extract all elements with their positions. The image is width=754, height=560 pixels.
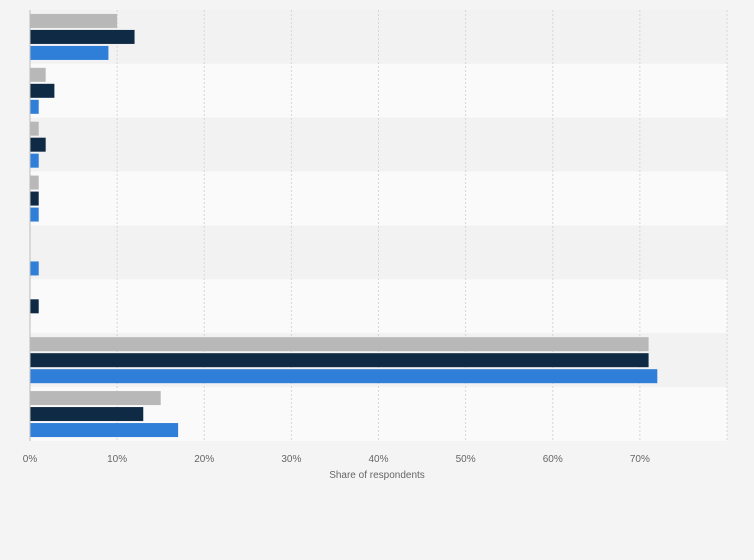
bar (30, 191, 39, 206)
bar (30, 261, 39, 276)
bar (30, 99, 39, 114)
bar (30, 423, 179, 438)
bar (30, 299, 39, 314)
x-tick-label: 70% (630, 454, 650, 465)
x-tick-label: 0% (23, 454, 38, 465)
x-tick-label: 20% (194, 454, 214, 465)
bar (30, 153, 39, 168)
bar (30, 13, 118, 28)
x-tick-label: 30% (281, 454, 301, 465)
bar (30, 337, 649, 352)
bar (30, 175, 39, 190)
bar (30, 137, 46, 152)
bars (30, 13, 658, 438)
bar (30, 407, 144, 422)
x-axis-title: Share of respondents (329, 470, 425, 481)
bar (30, 353, 649, 368)
x-tick-label: 50% (456, 454, 476, 465)
x-tick-labels: 0% 10% 20% 30% 40% 50% 60% 70% (23, 454, 650, 465)
x-tick-label: 10% (107, 454, 127, 465)
bar (30, 207, 39, 222)
bar (30, 29, 135, 44)
bar (30, 67, 46, 82)
bar (30, 121, 39, 136)
bar (30, 83, 55, 98)
x-tick-label: 60% (543, 454, 563, 465)
bar (30, 45, 109, 60)
bar (30, 391, 161, 406)
x-tick-label: 40% (368, 454, 388, 465)
bar (30, 369, 658, 384)
